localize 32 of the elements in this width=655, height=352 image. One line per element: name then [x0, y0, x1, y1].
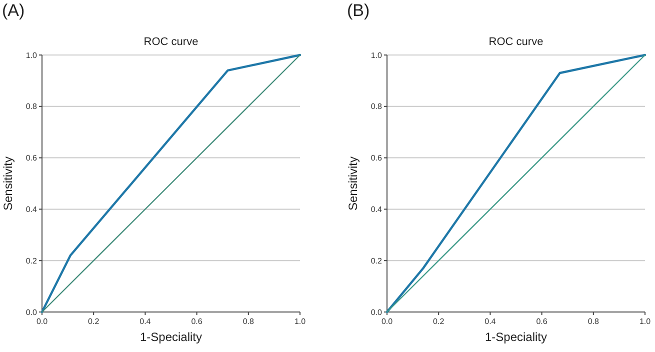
text: (B)	[347, 1, 370, 20]
y-axis-title: Sensitivity	[1, 156, 15, 211]
x-tick-label: 0.2	[88, 317, 100, 326]
y-tick-label: 0.4	[26, 205, 38, 214]
y-axis-title: Sensitivity	[346, 156, 360, 211]
x-tick-label: 0.0	[36, 317, 48, 326]
x-tick-label: 1.0	[639, 317, 652, 326]
y-tick-label: 0.8	[26, 102, 38, 112]
y-tick-label: 0.8	[370, 102, 383, 112]
x-axis-title: 1-Speciality	[140, 330, 202, 344]
y-tick-label: 1.0	[370, 50, 383, 60]
x-tick-label: 0.4	[484, 317, 496, 326]
y-tick-label: 0.2	[26, 256, 38, 266]
x-axis-title: 1-Speciality	[484, 330, 548, 344]
x-tick-label: 1.0	[294, 317, 306, 326]
x-tick-label: 0.4	[140, 317, 152, 326]
chart-title: ROC curve	[488, 36, 544, 48]
x-tick-label: 0.8	[242, 317, 255, 326]
x-tick-label: 0.6	[536, 317, 548, 326]
chart-title: ROC curve	[144, 36, 198, 48]
x-tick-label: 0.0	[381, 317, 394, 326]
x-tick-label: 0.6	[191, 317, 203, 326]
x-tick-label: 0.2	[433, 317, 445, 326]
y-tick-label: 0.0	[370, 308, 383, 317]
text: (A)	[2, 1, 25, 20]
y-tick-label: 0.4	[370, 205, 383, 214]
y-tick-label: 0.2	[370, 256, 383, 266]
y-tick-label: 0.0	[26, 308, 38, 317]
y-tick-label: 1.0	[26, 50, 38, 60]
y-tick-label: 0.6	[370, 154, 383, 163]
y-tick-label: 0.6	[26, 154, 38, 163]
x-tick-label: 0.8	[588, 317, 600, 326]
